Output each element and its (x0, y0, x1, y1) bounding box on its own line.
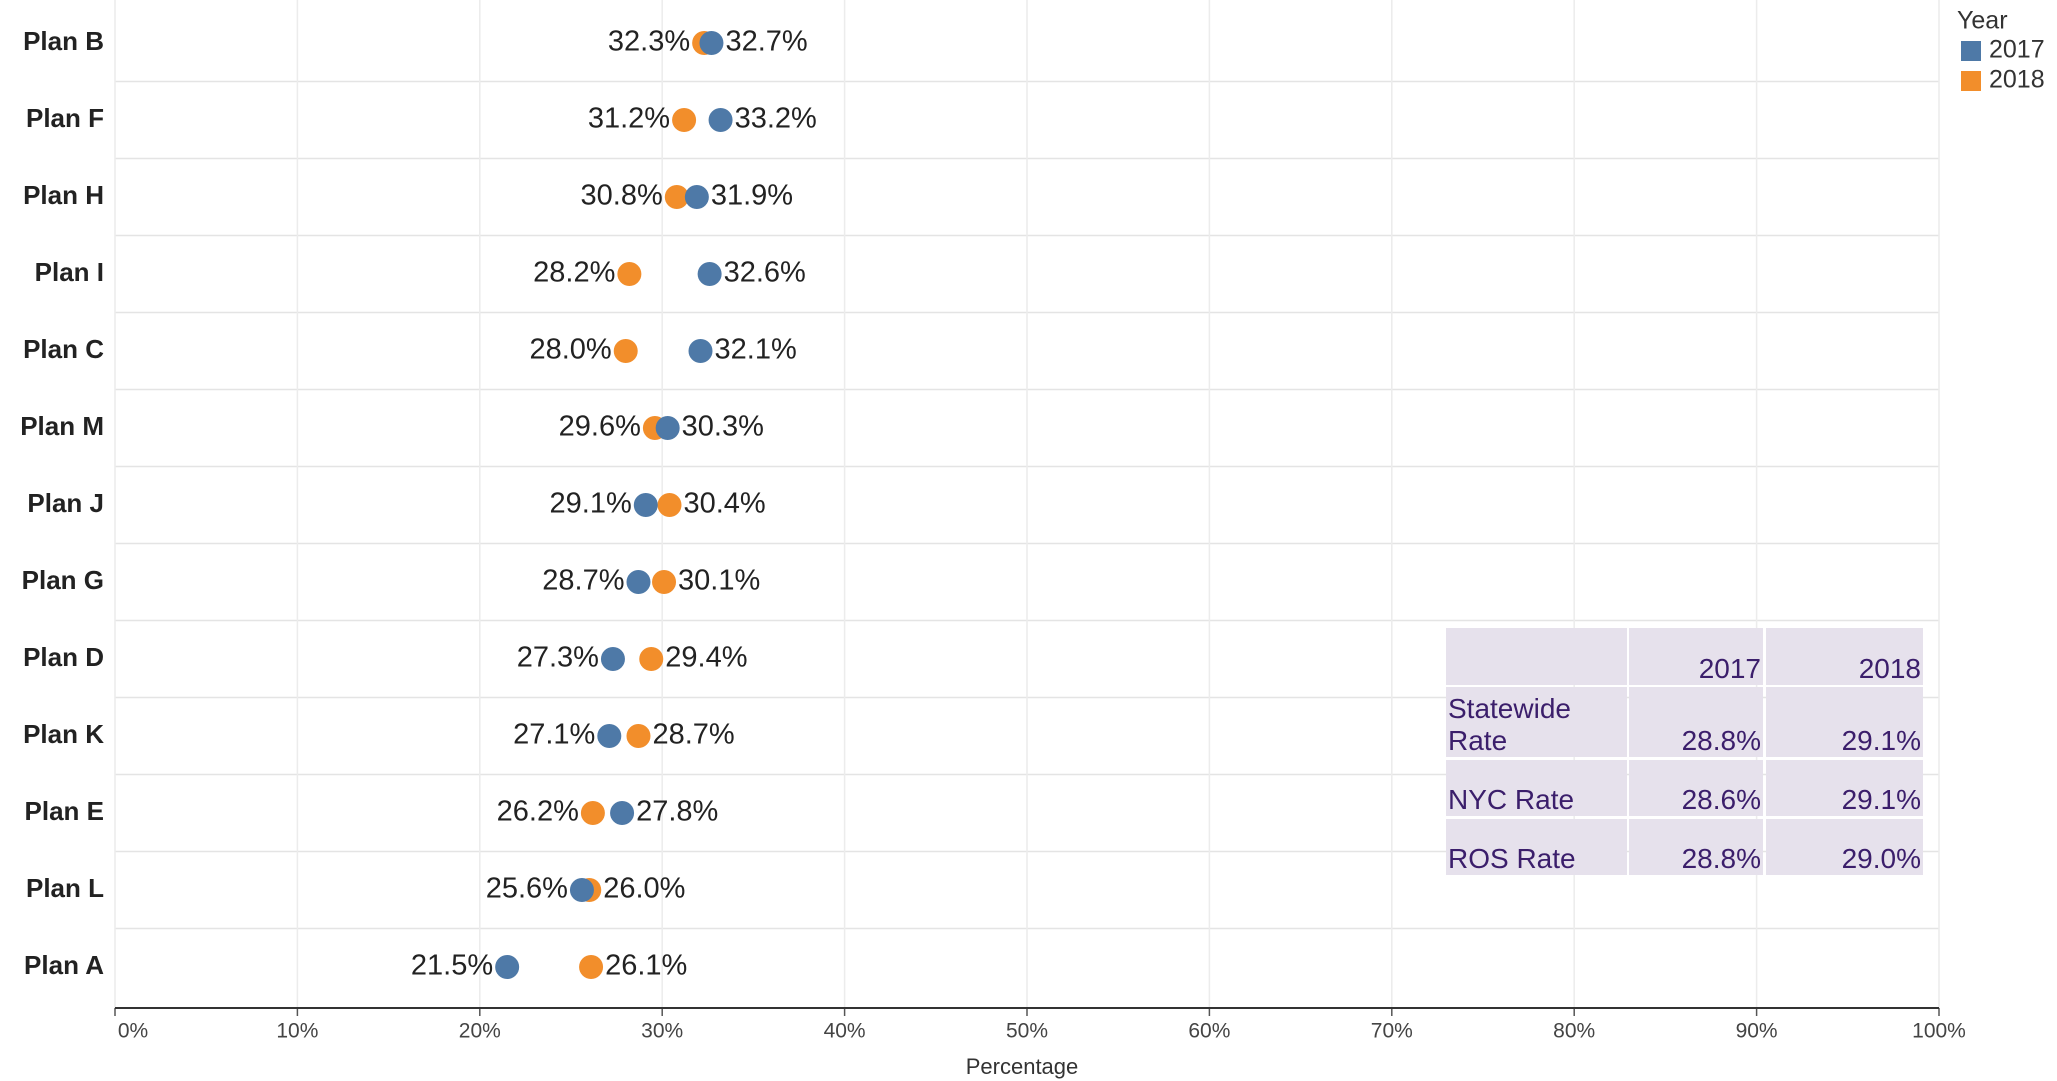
table-cell: 2017 (1629, 628, 1763, 685)
dot (617, 262, 642, 286)
dot (652, 570, 677, 594)
value-label: 31.9% (711, 180, 793, 212)
x-tick-label: 100% (1912, 1020, 1966, 1043)
table-cell: 2018 (1766, 628, 1923, 685)
value-label: 32.7% (725, 26, 807, 58)
table-cell: 29.1% (1766, 687, 1923, 757)
value-label: 27.8% (636, 796, 718, 828)
value-label: 28.7% (652, 719, 734, 751)
rates-table: 2017 2018 Statewide Rate 28.8% 29.1% NYC Rate… (1446, 628, 1923, 875)
value-label: 28.7% (542, 565, 624, 597)
x-tick-label: 80% (1553, 1020, 1595, 1043)
value-label: 30.4% (683, 488, 765, 520)
x-tick-label: 20% (459, 1020, 501, 1043)
x-tick-label: 10% (276, 1020, 318, 1043)
category-label: Plan G (22, 565, 104, 595)
category-label: Plan B (23, 26, 104, 56)
dot (626, 570, 651, 594)
value-label: 27.1% (513, 719, 595, 751)
value-label: 32.3% (608, 26, 690, 58)
x-tick-label: 40% (824, 1020, 866, 1043)
dot (639, 647, 664, 671)
category-label: Plan M (20, 411, 104, 441)
table-cell: 29.0% (1766, 819, 1923, 875)
value-label: 33.2% (735, 103, 817, 135)
legend-title: Year (1957, 7, 2008, 35)
dot (708, 108, 733, 132)
dot (664, 185, 689, 209)
legend-label: 2017 (1989, 36, 2045, 64)
dot (672, 108, 697, 132)
dot (699, 31, 724, 55)
dot (495, 955, 520, 979)
value-label: 27.3% (517, 642, 599, 674)
x-tick-label: 30% (641, 1020, 683, 1043)
value-label: 29.4% (665, 642, 747, 674)
value-label: 26.2% (497, 796, 579, 828)
category-label: Plan C (23, 334, 104, 364)
value-label: 31.2% (588, 103, 670, 135)
table-cell: NYC Rate (1446, 760, 1627, 816)
x-axis-label: Percentage (966, 1054, 1079, 1079)
table-cell: 28.8% (1629, 687, 1763, 757)
value-label: 30.1% (678, 565, 760, 597)
value-label: 21.5% (411, 950, 493, 982)
dot (600, 647, 625, 671)
category-label: Plan D (23, 642, 104, 672)
value-label: 26.1% (605, 950, 687, 982)
x-tick-label: 90% (1736, 1020, 1778, 1043)
value-label: 32.1% (715, 334, 797, 366)
category-label: Plan L (26, 873, 104, 903)
value-label: 29.6% (559, 411, 641, 443)
dot (569, 878, 594, 902)
x-tick-label: 50% (1006, 1020, 1048, 1043)
dot (684, 185, 709, 209)
category-label: Plan I (35, 257, 104, 287)
table-cell: Statewide Rate (1446, 687, 1627, 757)
table-cell: ROS Rate (1446, 819, 1627, 875)
legend-swatch (1961, 41, 1981, 61)
value-label: 28.2% (533, 257, 615, 289)
dot (579, 955, 604, 979)
category-label: Plan A (24, 950, 104, 980)
dot (688, 339, 713, 363)
value-label: 30.3% (682, 411, 764, 443)
value-label: 32.6% (724, 257, 806, 289)
x-tick-label: 70% (1371, 1020, 1413, 1043)
value-label: 29.1% (550, 488, 632, 520)
legend-label: 2018 (1989, 66, 2045, 94)
dot (697, 262, 722, 286)
table-cell: 28.8% (1629, 819, 1763, 875)
value-label: 30.8% (581, 180, 663, 212)
x-tick-label: 0% (118, 1020, 148, 1043)
table-cell: 28.6% (1629, 760, 1763, 816)
category-label: Plan E (25, 796, 104, 826)
x-tick-label: 60% (1188, 1020, 1230, 1043)
category-label: Plan F (26, 103, 104, 133)
table-cell (1446, 628, 1627, 685)
category-label: Plan K (23, 719, 104, 749)
category-label: Plan H (23, 180, 104, 210)
dot (657, 493, 682, 517)
value-label: 26.0% (603, 873, 685, 905)
value-label: 28.0% (529, 334, 611, 366)
dot (613, 339, 638, 363)
legend-swatch (1961, 71, 1981, 91)
dot (655, 416, 680, 440)
dot (610, 801, 635, 825)
value-label: 25.6% (486, 873, 568, 905)
table-cell: 29.1% (1766, 760, 1923, 816)
category-label: Plan J (27, 488, 104, 518)
dot (580, 801, 605, 825)
dot (597, 724, 622, 748)
dot (633, 493, 658, 517)
dot (626, 724, 651, 748)
